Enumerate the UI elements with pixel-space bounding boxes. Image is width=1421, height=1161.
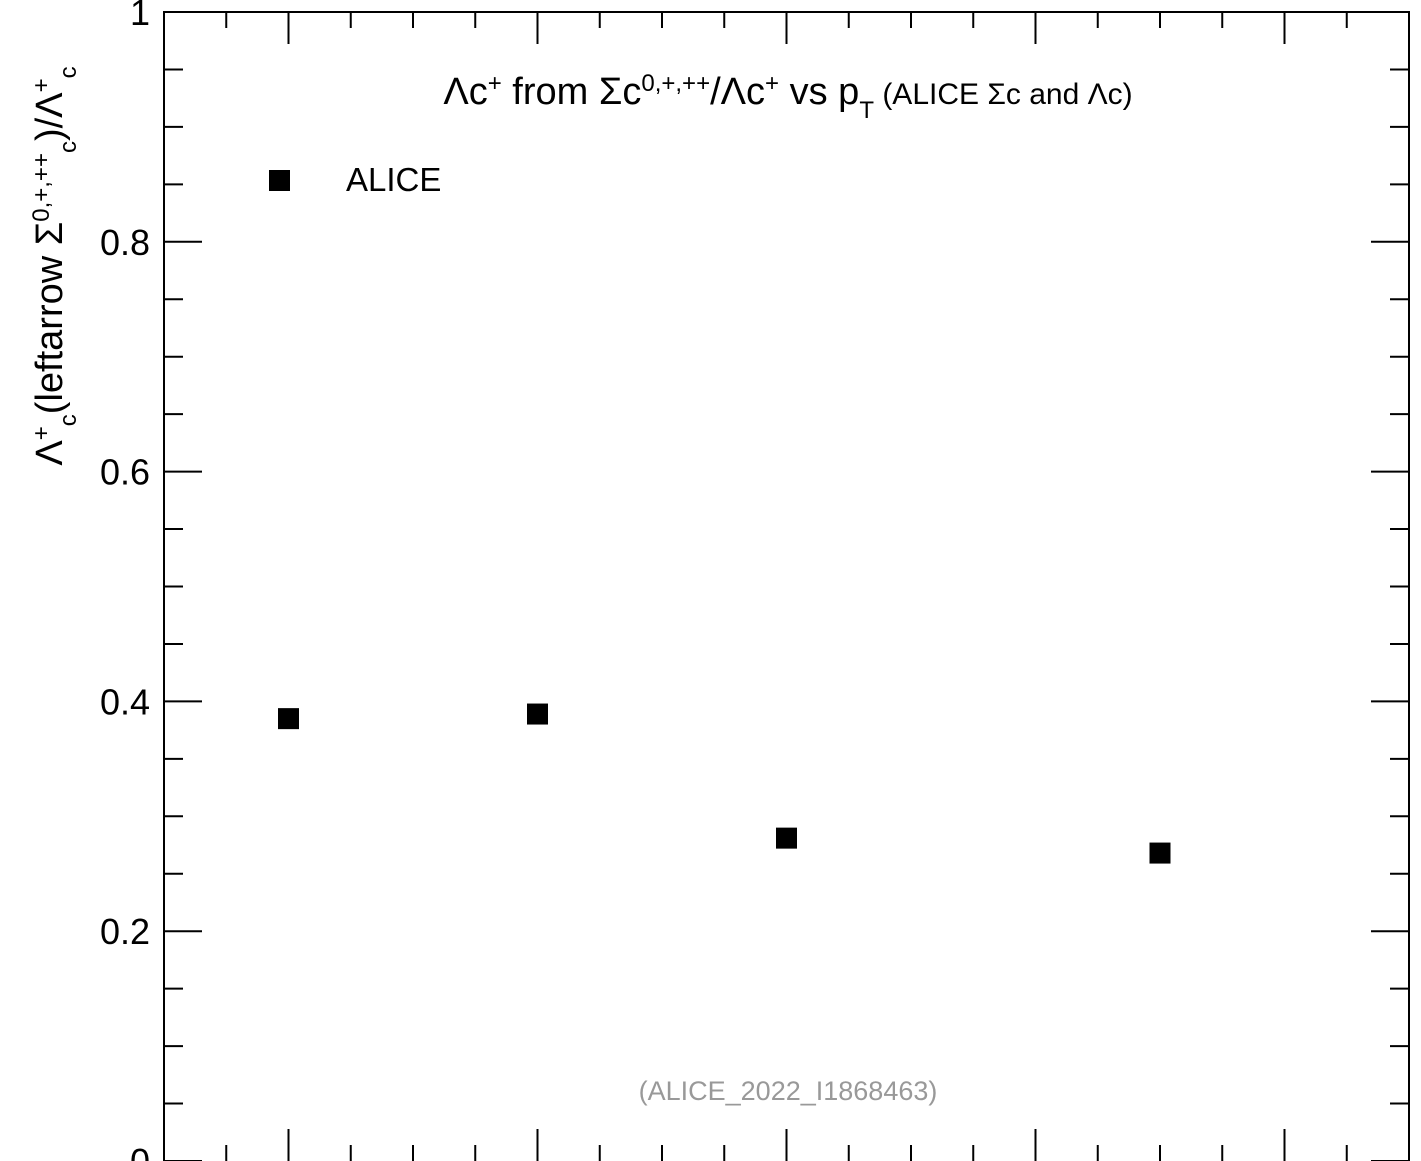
data-point [1149,842,1171,864]
data-point [776,827,797,849]
y-tick-labels: 0 0.2 0.4 0.6 0.8 1 [100,0,150,1161]
data-point [527,703,548,725]
y-tick-label: 0.6 [100,452,150,493]
legend-label-alice: ALICE [346,161,441,198]
y-axis-label: Λ+c(leftarrow Σ0,+,++c)/Λ+c [28,66,82,465]
y-tick-label: 0.4 [100,681,150,722]
y-tick-label: 0.2 [100,911,150,952]
y-tick-label: 0.8 [100,222,150,263]
chart-title: Λc+ from Σc0,+,++/Λc+ vs pT (ALICE Σc an… [443,70,1132,124]
y-tick-label: 0 [130,1141,150,1161]
legend-marker-alice [269,170,290,191]
data-point [278,708,299,730]
analysis-watermark: (ALICE_2022_I1868463) [639,1076,938,1106]
axis-ticks [163,11,1410,1161]
data-points [278,703,1171,864]
y-tick-label: 1 [130,0,150,33]
